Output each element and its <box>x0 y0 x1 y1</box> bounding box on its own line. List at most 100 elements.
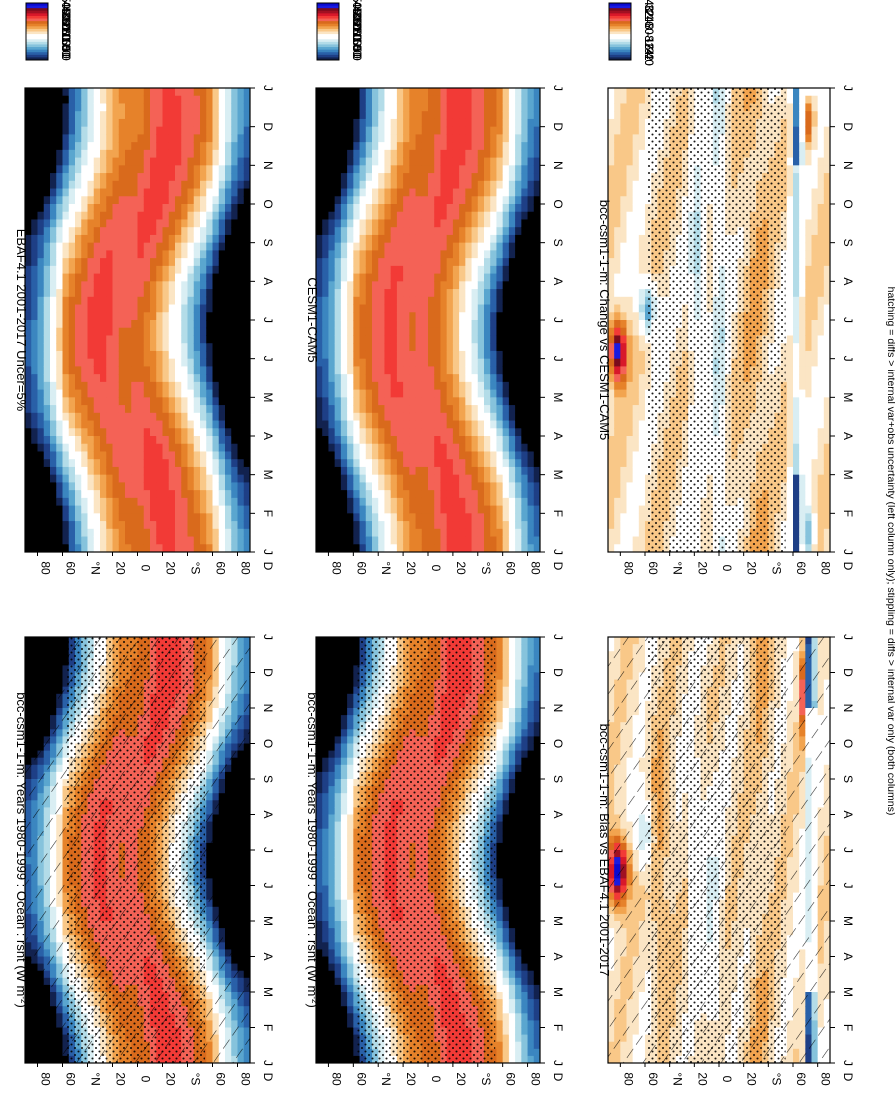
heatmap-cell <box>143 490 151 499</box>
heatmap-cell <box>137 165 145 174</box>
heatmap-cell <box>231 474 238 483</box>
heatmap-cell <box>415 443 423 452</box>
heatmap-cell <box>322 358 329 367</box>
heatmap-cell <box>527 412 535 422</box>
heatmap-cell <box>93 242 101 251</box>
heatmap-cell <box>168 528 176 538</box>
heatmap-cell <box>428 505 435 514</box>
heatmap-cell <box>243 536 251 545</box>
heatmap-cell <box>403 389 410 398</box>
heatmap-cell <box>415 304 423 313</box>
heatmap-cell <box>37 134 45 143</box>
heatmap-cell <box>56 258 63 267</box>
heatmap-cell <box>446 312 454 321</box>
heatmap-cell <box>359 335 367 344</box>
heatmap-cell <box>231 443 238 452</box>
heatmap-cell <box>334 88 342 97</box>
heatmap-cell <box>359 281 367 290</box>
heatmap-cell <box>502 451 510 460</box>
heatmap-cell <box>87 528 95 538</box>
heatmap-cell <box>243 142 251 151</box>
heatmap-cell <box>131 265 138 275</box>
heatmap-cell <box>150 459 157 468</box>
heatmap-cell <box>340 180 348 190</box>
heatmap-cell <box>75 180 82 190</box>
heatmap-cell <box>225 405 232 414</box>
heatmap-cell <box>334 157 342 166</box>
heatmap-cell <box>206 304 213 313</box>
heatmap-cell <box>390 227 398 236</box>
heatmap-cell <box>137 142 145 151</box>
heatmap-cell <box>471 350 479 360</box>
heatmap-cell <box>200 242 207 251</box>
heatmap-cell <box>206 505 213 514</box>
heatmap-cell <box>322 327 329 336</box>
heatmap-cell <box>31 304 38 313</box>
heatmap-cell <box>56 443 63 452</box>
heatmap-cell <box>56 126 63 135</box>
heatmap-cell <box>193 289 201 298</box>
heatmap-cell <box>62 374 70 383</box>
heatmap-cell <box>452 374 460 383</box>
heatmap-cell <box>409 204 417 213</box>
heatmap-cell <box>50 366 57 375</box>
heatmap-cell <box>477 389 485 398</box>
heatmap-cell <box>187 296 195 306</box>
heatmap-cell <box>150 126 157 135</box>
heatmap-cell <box>328 149 336 159</box>
heatmap-cell <box>37 405 45 414</box>
heatmap-cell <box>181 165 188 174</box>
heatmap-cell <box>181 366 188 375</box>
heatmap-cell <box>322 466 329 476</box>
heatmap-cell <box>106 242 113 251</box>
heatmap-cell <box>150 242 157 251</box>
heatmap-cell <box>231 459 238 468</box>
heatmap-cell <box>125 103 132 112</box>
heatmap-cell <box>459 420 466 429</box>
heatmap-cell <box>37 242 45 251</box>
heatmap-cell <box>93 420 101 429</box>
heatmap-cell <box>496 320 504 329</box>
heatmap-cell <box>372 304 379 313</box>
heatmap-cell <box>465 443 473 452</box>
heatmap-cell <box>75 273 82 282</box>
heatmap-cell <box>125 196 132 205</box>
heatmap-cell <box>50 412 57 422</box>
heatmap-cell <box>118 103 126 112</box>
heatmap-cell <box>316 466 323 476</box>
heatmap-cell <box>193 320 201 329</box>
heatmap-cell <box>527 374 535 383</box>
heatmap-cell <box>175 443 182 452</box>
heatmap-cell <box>68 265 76 275</box>
heatmap-cell <box>193 420 201 429</box>
heatmap-cell <box>328 118 336 128</box>
heatmap-cell <box>396 428 404 437</box>
heatmap-cell <box>353 258 361 267</box>
heatmap-cell <box>37 459 45 468</box>
heatmap-cell <box>396 536 404 545</box>
heatmap-cell <box>187 320 195 329</box>
heatmap-cell <box>137 296 145 306</box>
heatmap-cell <box>484 381 491 391</box>
heatmap-cell <box>384 265 392 275</box>
heatmap-cell <box>515 536 522 545</box>
heatmap-cell <box>25 219 32 228</box>
heatmap-cell <box>515 474 522 483</box>
heatmap-cell <box>459 304 466 313</box>
heatmap-cell <box>396 466 404 476</box>
heatmap-cell <box>440 157 448 166</box>
heatmap-cell <box>403 165 410 174</box>
heatmap-cell <box>378 88 385 97</box>
heatmap-cell <box>25 474 32 483</box>
heatmap-cell <box>218 281 226 290</box>
heatmap-cell <box>243 111 251 120</box>
heatmap-cell <box>225 312 232 321</box>
heatmap-cell <box>484 250 491 259</box>
heatmap-cell <box>100 320 107 329</box>
heatmap-cell <box>131 211 138 220</box>
heatmap-cell <box>502 350 510 360</box>
heatmap-cell <box>384 343 392 352</box>
heatmap-cell <box>50 234 57 244</box>
heatmap-cell <box>533 234 541 244</box>
